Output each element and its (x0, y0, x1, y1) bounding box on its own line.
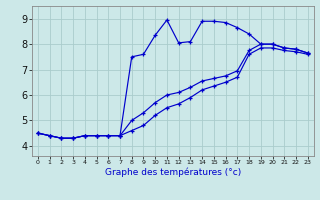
X-axis label: Graphe des températures (°c): Graphe des températures (°c) (105, 168, 241, 177)
